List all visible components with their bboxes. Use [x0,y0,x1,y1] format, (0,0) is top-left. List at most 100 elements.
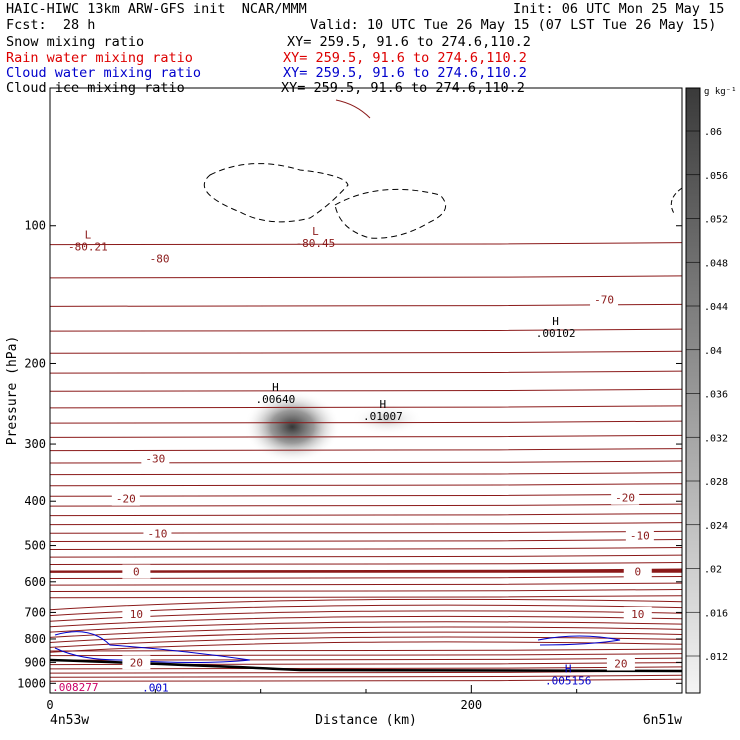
extremum-marker: H [380,398,387,411]
isotherm-line [50,434,682,438]
isotherm-line [50,588,682,592]
isotherm-line [50,626,682,638]
x-start-location: 4n53w [50,713,89,728]
colorbar-tick-label: .048 [704,258,728,269]
contour-label-bg [122,655,151,670]
isotherm-line [50,595,682,599]
extremum-value: .005156 [545,674,591,687]
contour-label-bg [141,451,170,466]
contour-label-bg [606,656,635,671]
isotherm-line [50,350,682,354]
isotherm-line [50,678,682,682]
isotherm-line [50,483,682,487]
isotherm-line [50,582,682,586]
colorbar-tick-label: .032 [704,433,728,444]
y-tick-label: 700 [24,605,46,619]
y-tick-label: 500 [24,539,46,553]
extremum-value: .008277 [52,681,98,694]
isotherm-line [50,420,682,424]
colorbar-tick-label: .056 [704,171,728,182]
contour-label-bg [122,606,151,621]
extremum-value: .01007 [363,410,403,423]
field-name-rain: Rain water mixing ratio [6,50,193,66]
x-end-location: 6n51w [643,713,682,728]
isotherm-line [50,636,682,648]
isotherm-line [50,303,682,307]
init-time: Init: 06 UTC Mon 25 May 15 [513,1,725,17]
y-tick-label: 300 [24,437,46,451]
isotherm-line [50,448,682,452]
extremum-marker: L [85,229,92,242]
model-title: HAIC-HIWC 13km ARW-GFS init NCAR/MMM [6,1,307,17]
cloud-contours [54,99,682,663]
temperature-contours [50,242,682,682]
isotherm-line [50,370,682,374]
y-tick-label: 600 [24,575,46,589]
contour-label-bg [623,606,652,621]
contour-label: -20 [116,493,136,506]
isotherm-line [50,598,682,611]
field-name-cloudwater: Cloud water mixing ratio [6,65,202,81]
extremum-value: .00640 [256,393,296,406]
y-tick-label: 200 [24,356,46,370]
snow-outline-1 [203,163,349,223]
isotherm-line [50,674,682,678]
extremum-marker: H [565,662,572,675]
field-name-snow: Snow mixing ratio [6,34,145,50]
extremum-value: -80.45 [296,237,336,250]
isotherm-line [50,539,682,543]
isotherm-line [50,493,682,497]
isotherm-line [50,460,682,464]
field-xy-snow: XY= 259.5, 91.6 to 274.6,110.2 [287,34,531,50]
colorbar-tick-label: .052 [704,215,728,226]
y-tick-label: 100 [24,219,46,233]
contour-label-bg [611,490,640,505]
isotherm-line [50,621,682,633]
isotherm-line [50,503,682,507]
colorbar-tick-label: .012 [704,652,728,663]
mixing-ratio-max-shade [244,390,341,463]
snow-outline-3 [670,187,682,216]
low-contour [335,99,371,119]
isotherm-line [50,631,682,643]
contour-label: 0 [133,566,140,579]
contour-label-bg [623,564,652,579]
cloud-water-contour-2 [537,635,621,646]
isotherm-line [50,388,682,392]
isotherm-line [50,648,682,652]
contour-label: -70 [594,294,614,307]
colorbar-unit: g kg⁻¹ [704,87,737,97]
isotherm-line [50,328,682,332]
colorbar-tick-label: .06 [704,127,722,138]
x-axis-label: Distance (km) [315,713,417,728]
isotherm-line [50,472,682,476]
isotherm-line [50,554,682,558]
contour-label-bg [122,564,151,579]
isotherm-line [50,405,682,409]
contour-label: 20 [130,656,143,669]
extremum-marker: L [312,225,319,238]
y-tick-label: 1000 [17,676,46,690]
isotherm-line [50,513,682,517]
colorbar: .06 .056 .052 .048 .044 .04 .036 .032 .028 .024 .0… [685,87,737,694]
contour-label: 0 [634,566,641,579]
colorbar-tick-label: .02 [704,565,722,576]
colorbar-tick-label: .04 [704,346,722,357]
cloud-water-contour-1 [54,631,251,663]
extremum-value: .001 [142,681,169,694]
isotherm-line [50,522,682,526]
contour-label-bg [625,528,654,543]
x-tick-label: 0 [46,698,53,712]
extremum-value: -80.21 [68,241,108,254]
contour-label-bg [111,491,140,506]
valid-time: Valid: 10 UTC Tue 26 May 15 (07 LST Tue … [310,17,717,33]
y-tick-label: 800 [24,632,46,646]
extremum-value: .00102 [536,327,576,340]
colorbar-tick-label: .024 [704,521,728,532]
contour-label: 10 [631,608,644,621]
colorbar-ramp [685,87,701,694]
colorbar-tick-label: .036 [704,390,728,401]
